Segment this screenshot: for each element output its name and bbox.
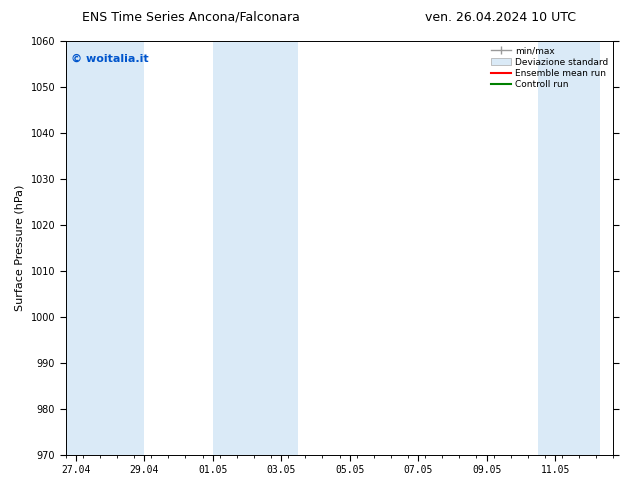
Text: © woitalia.it: © woitalia.it	[71, 53, 149, 64]
Bar	[538, 41, 600, 455]
Y-axis label: Surface Pressure (hPa): Surface Pressure (hPa)	[15, 185, 25, 311]
Text: ven. 26.04.2024 10 UTC: ven. 26.04.2024 10 UTC	[425, 11, 576, 24]
Bar	[65, 41, 145, 455]
Text: ENS Time Series Ancona/Falconara: ENS Time Series Ancona/Falconara	[82, 11, 301, 24]
Bar	[213, 41, 299, 455]
Legend: min/max, Deviazione standard, Ensemble mean run, Controll run: min/max, Deviazione standard, Ensemble m…	[488, 43, 612, 93]
